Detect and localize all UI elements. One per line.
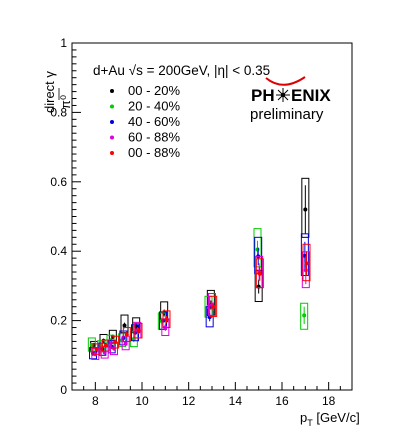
systematic-error-box	[301, 251, 310, 289]
systematic-error-box	[134, 322, 143, 339]
x-axis-label-sub: T	[307, 418, 313, 428]
logo-subtitle: preliminary	[250, 106, 324, 123]
systematic-error-box	[255, 258, 264, 289]
y-tick-label: 0.4	[50, 244, 67, 258]
y-tick-label: 1	[60, 36, 67, 50]
systematic-error-box	[121, 335, 130, 351]
logo-star-icon	[276, 88, 290, 102]
legend-marker	[110, 104, 114, 109]
y-tick-label: 0.8	[50, 105, 67, 119]
x-tick-label: 10	[135, 394, 149, 408]
legend: 00 - 20%20 - 40%40 - 60%60 - 88%00 - 88%	[110, 83, 180, 160]
x-axis-ticks: 8 10 12 14 16 18	[71, 382, 353, 408]
data-point	[164, 317, 169, 322]
systematic-error-box	[162, 310, 171, 329]
systematic-error-box	[208, 293, 216, 316]
systematic-error-box	[253, 228, 262, 268]
legend-label: 20 - 40%	[128, 99, 180, 114]
data-point	[255, 247, 260, 252]
x-tick-label: 16	[275, 394, 289, 408]
series-00-20%	[90, 177, 310, 353]
legend-label: 00 - 88%	[128, 145, 180, 160]
logo-swoosh-icon	[265, 76, 306, 86]
legend-marker	[110, 120, 114, 124]
svg-text:pT [GeV/c]: pT [GeV/c]	[300, 410, 360, 428]
data-point	[124, 332, 129, 337]
series-60-88%	[91, 251, 310, 360]
x-tick-label: 18	[322, 394, 336, 408]
phenix-logo: PH ENIX preliminary	[250, 76, 331, 123]
data-point	[303, 207, 308, 212]
x-axis-label-unit: [GeV/c]	[313, 410, 360, 425]
data-point	[303, 268, 308, 273]
systematic-error-box	[300, 233, 309, 276]
data-point	[302, 313, 307, 318]
data-point	[257, 271, 262, 276]
data-point	[304, 261, 309, 266]
y-axis-label: direct γ π⁰	[42, 71, 73, 113]
y-tick-label: 0.6	[50, 175, 67, 189]
systematic-error-box	[122, 327, 131, 342]
y-axis-label-numerator: direct γ	[42, 71, 57, 113]
y-tick-label: 0.2	[50, 314, 67, 328]
data-point	[103, 343, 108, 348]
systematic-error-box	[108, 329, 117, 344]
chart-title: d+Au √s = 200GeV, |η| < 0.35	[93, 63, 270, 78]
x-tick-label: 14	[229, 394, 243, 408]
systematic-error-box	[111, 335, 120, 349]
systematic-error-box	[300, 302, 309, 330]
systematic-error-box	[92, 343, 101, 355]
legend-marker	[110, 135, 114, 140]
legend-label: 40 - 60%	[128, 114, 180, 129]
x-tick-label: 12	[182, 394, 196, 408]
legend-label: 00 - 20%	[128, 83, 180, 98]
data-point	[123, 341, 128, 346]
systematic-error-box	[101, 339, 110, 352]
logo-text-left: PH	[251, 86, 275, 105]
legend-marker	[110, 89, 114, 93]
series-20-40%	[87, 228, 309, 353]
systematic-error-box	[301, 177, 310, 238]
series-00-88%	[92, 243, 311, 355]
legend-marker	[110, 151, 114, 155]
x-axis-label: pT [GeV/c]	[300, 410, 360, 428]
systematic-error-box	[209, 295, 218, 317]
systematic-error-box	[302, 243, 311, 282]
data-point	[122, 323, 127, 328]
data-point	[113, 340, 118, 345]
logo-text-right: ENIX	[291, 86, 331, 105]
y-tick-label: 0	[60, 383, 67, 397]
y-axis-ticks: 0 0.2 0.4 0.6 0.8 1	[50, 36, 81, 397]
x-tick-label: 8	[92, 394, 99, 408]
data-point	[211, 304, 216, 309]
legend-label: 60 - 88%	[128, 130, 180, 145]
x-axis-label-main: p	[300, 410, 307, 425]
y-axis-label-denominator: π⁰	[58, 95, 73, 109]
data-point	[94, 347, 99, 352]
data-marks	[87, 177, 311, 360]
data-point	[136, 329, 141, 334]
systematic-error-box	[120, 314, 129, 334]
